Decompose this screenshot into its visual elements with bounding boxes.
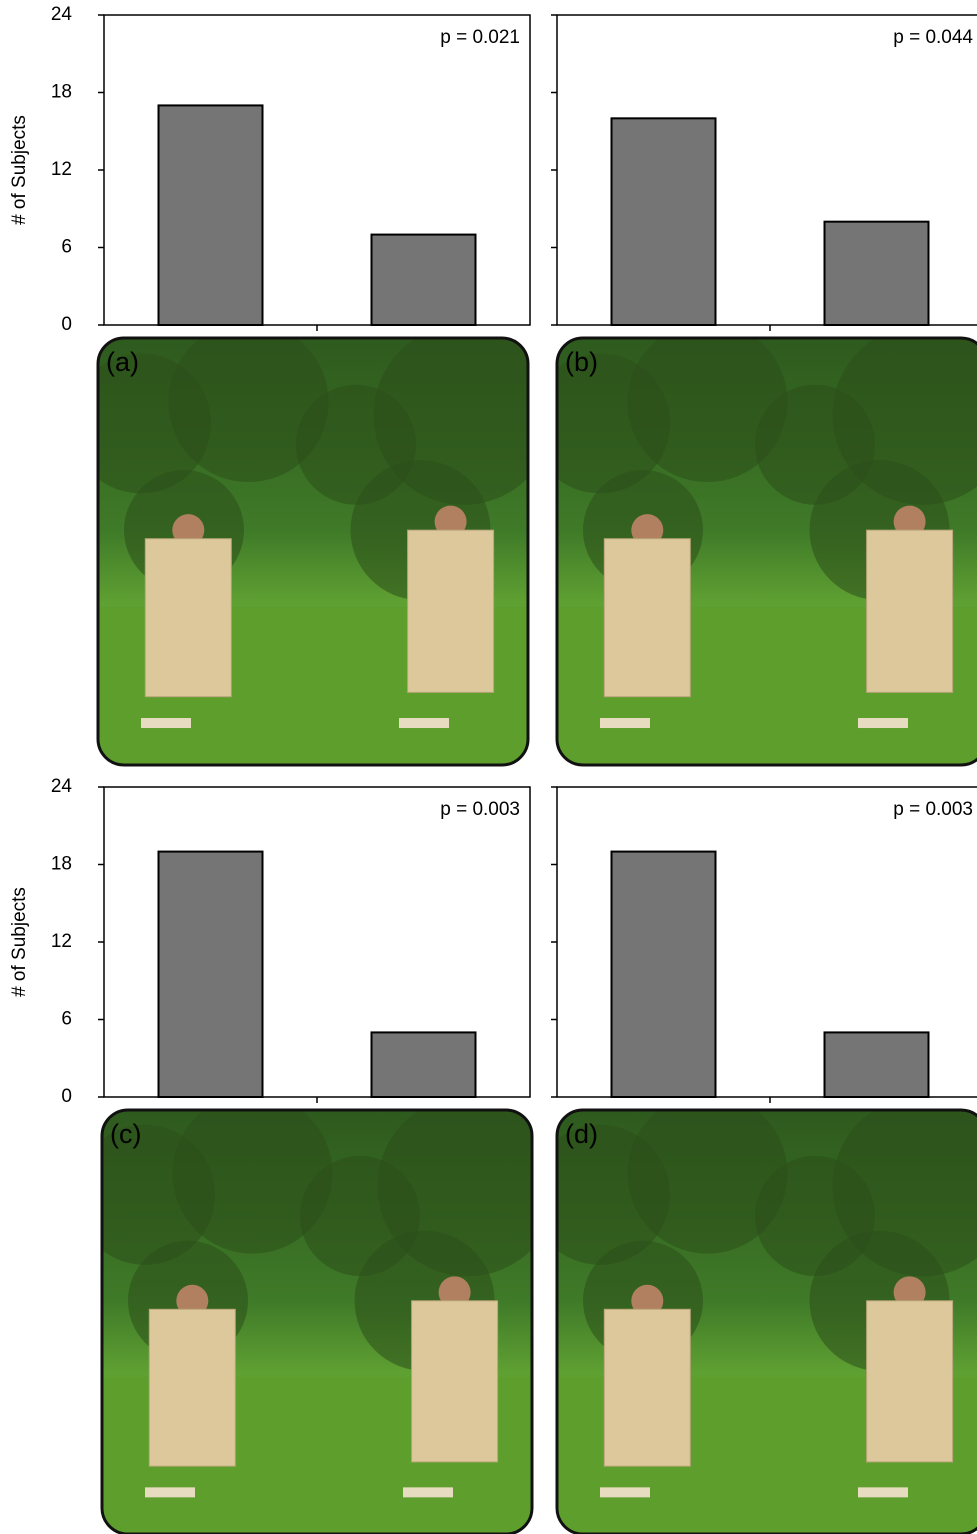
panel: p = 0.003 (d)	[551, 786, 977, 1534]
head	[893, 505, 926, 538]
board	[603, 538, 691, 698]
y-axis-label: # of Subjects	[9, 115, 30, 225]
y-tick-label: 6	[61, 237, 72, 258]
bar	[610, 117, 717, 327]
marker	[403, 1487, 453, 1498]
panel-label: (c)	[110, 1119, 141, 1149]
marker	[399, 718, 449, 729]
panel: 0 6 12 18 24 # of Subjects p = 0.003 (c)	[9, 776, 534, 1534]
y-tick-label: 12	[51, 931, 72, 952]
marker	[600, 718, 650, 729]
board	[603, 1308, 691, 1467]
photo-frame	[100, 1108, 534, 1534]
panel-label: (a)	[106, 347, 139, 377]
y-tick-label: 0	[61, 1086, 72, 1107]
bar	[370, 1031, 477, 1098]
photo-content	[557, 338, 977, 765]
y-tick-label: 0	[61, 314, 72, 335]
head	[434, 505, 467, 538]
y-tick-label: 24	[51, 4, 73, 25]
foliage	[627, 338, 788, 483]
photo-content	[98, 338, 528, 765]
panel: p = 0.044 (b)	[551, 14, 977, 767]
marker	[858, 1487, 908, 1498]
board	[866, 1300, 954, 1463]
photo-frame	[96, 336, 530, 767]
photo-frame	[555, 336, 977, 767]
marker	[858, 718, 908, 729]
board	[148, 1308, 236, 1467]
bar	[610, 850, 717, 1098]
y-tick-label: 6	[61, 1009, 72, 1030]
annotation: p = 0.021	[440, 27, 520, 48]
board	[144, 538, 232, 698]
marker	[141, 718, 191, 729]
panel: 0 6 12 18 24 # of Subjects p = 0.021 (a)	[9, 4, 531, 767]
photo-content	[102, 1110, 532, 1534]
annotation: p = 0.044	[893, 27, 973, 48]
marker	[600, 1487, 650, 1498]
photo-frame	[555, 1108, 977, 1534]
bar	[157, 104, 264, 326]
bar	[157, 850, 264, 1098]
bar	[370, 233, 477, 326]
bar	[823, 1031, 930, 1098]
panel-label: (b)	[565, 347, 598, 377]
marker	[145, 1487, 195, 1498]
annotation: p = 0.003	[440, 799, 520, 820]
board	[866, 529, 954, 693]
y-axis-label: # of Subjects	[9, 887, 30, 997]
photo-content	[557, 1110, 977, 1534]
bar	[823, 220, 930, 327]
y-tick-label: 12	[51, 159, 72, 180]
board	[411, 1300, 499, 1463]
foliage	[832, 338, 977, 505]
y-tick-label: 18	[51, 854, 72, 875]
panel-label: (d)	[565, 1119, 598, 1149]
annotation: p = 0.003	[893, 799, 973, 820]
foliage	[168, 338, 329, 483]
head	[172, 514, 205, 547]
foliage	[172, 1110, 333, 1254]
foliage	[373, 338, 528, 505]
head	[631, 514, 664, 547]
board	[407, 529, 495, 693]
y-tick-label: 24	[51, 776, 73, 797]
foliage	[627, 1110, 788, 1254]
y-tick-label: 18	[51, 82, 72, 103]
